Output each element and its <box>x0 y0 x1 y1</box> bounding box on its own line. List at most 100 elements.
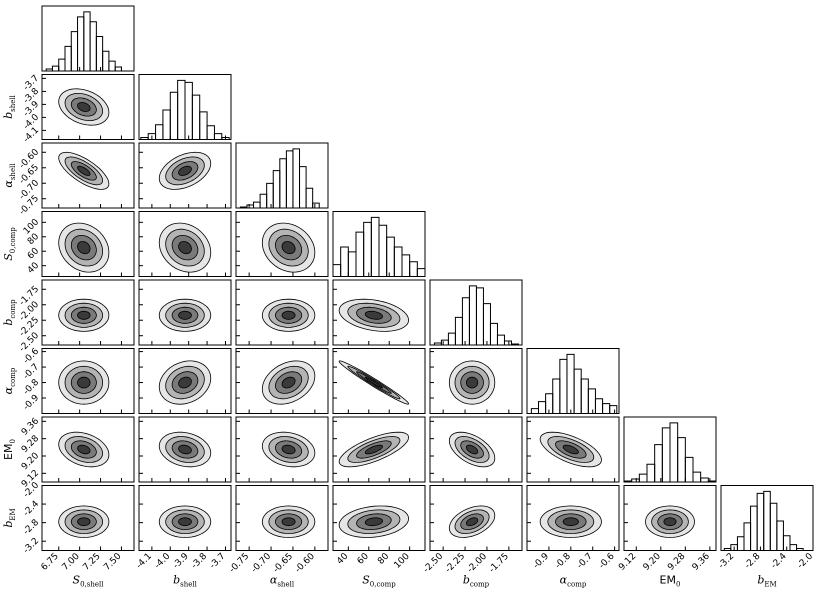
density-contour <box>364 517 384 527</box>
density-contour <box>281 376 296 389</box>
histogram-bar <box>77 16 85 71</box>
panel-frame <box>235 142 329 209</box>
density-contour <box>364 376 384 389</box>
density-contour <box>364 310 384 320</box>
x-tick-label: 40 <box>335 551 350 566</box>
axis-label: EM0 <box>2 439 17 460</box>
histogram-bar <box>468 285 477 345</box>
histogram-bar <box>58 58 66 71</box>
label-symbol: b <box>463 574 470 587</box>
density-contour <box>77 241 91 255</box>
density-contour <box>281 241 296 255</box>
histogram-bar <box>340 246 349 277</box>
histogram-bar <box>461 297 470 345</box>
histogram-bar <box>602 403 611 414</box>
histogram-bar <box>530 408 539 414</box>
label-symbol: b <box>2 319 15 326</box>
x-tick-label: 60 <box>356 551 371 566</box>
y-tick-label: 9.20 <box>20 451 41 472</box>
panel-frame <box>41 348 135 414</box>
histogram-bar <box>609 405 618 414</box>
x-tick-label: 6.75 <box>40 552 61 573</box>
x-tick-label: -4.1 <box>135 552 154 571</box>
density-contour <box>562 517 579 527</box>
label-subscript: shell <box>9 163 17 180</box>
axis-label: bcomp <box>463 574 490 589</box>
panel-frame <box>526 348 620 414</box>
y-tick-label: -2.4 <box>22 499 42 519</box>
label-subscript: shell <box>277 581 294 589</box>
label-subscript: EM <box>9 508 17 520</box>
panel-frame <box>720 485 814 551</box>
panel-frame <box>235 211 329 277</box>
x-tick-label: -0.8 <box>553 551 573 571</box>
histogram-bar <box>285 150 294 208</box>
x-tick-label: 9.28 <box>666 551 687 572</box>
density-contour <box>466 376 479 389</box>
panel-frame <box>41 211 135 277</box>
histogram-bar <box>155 124 164 140</box>
histogram-bar <box>279 158 287 208</box>
panel-frame <box>138 416 232 483</box>
y-tick-label: -3.2 <box>22 536 41 555</box>
histogram-bar <box>64 45 72 71</box>
histogram-bar <box>393 246 403 277</box>
x-tick-label: -0.6 <box>597 551 617 571</box>
y-tick-label: 9.28 <box>20 434 41 455</box>
panel-frame <box>138 211 232 277</box>
axis-label: bEM <box>757 574 776 589</box>
x-tick-label: -3.2 <box>717 552 736 571</box>
axis-label: αshell <box>2 163 17 188</box>
panel-frame <box>41 142 135 209</box>
x-tick-label: -2.50 <box>422 551 446 575</box>
histogram-bar <box>89 21 97 71</box>
label-subscript: EM <box>764 581 776 589</box>
histogram-bar <box>266 182 274 208</box>
histogram-bar <box>707 480 717 482</box>
panel-frame <box>138 485 232 551</box>
x-tick-label: -4.0 <box>153 551 173 571</box>
histogram-bar <box>489 322 498 345</box>
histogram-bar <box>654 444 663 482</box>
histogram-bar <box>756 492 765 551</box>
histogram-bar <box>95 36 104 71</box>
histogram-bar <box>191 94 201 140</box>
panel-frame <box>235 485 329 551</box>
histogram-bar <box>552 378 561 414</box>
histogram-bar <box>736 536 745 551</box>
label-symbol: α <box>560 574 568 587</box>
y-tick-label: 100 <box>22 217 41 236</box>
axis-label: bEM <box>2 508 17 527</box>
panel-frame <box>235 279 329 346</box>
density-contour <box>562 444 579 455</box>
histogram-bar <box>669 422 679 482</box>
label-subscript: comp <box>9 367 17 387</box>
histogram-bar <box>482 303 491 345</box>
histogram-bar <box>162 109 171 140</box>
x-tick-label: -2.8 <box>743 551 763 571</box>
histogram-bar <box>776 520 784 551</box>
label-symbol: α <box>2 386 15 394</box>
y-tick-label: -0.8 <box>22 377 42 397</box>
x-tick-label: 80 <box>376 551 391 566</box>
histogram-bar <box>538 401 547 414</box>
histogram-bar <box>684 456 694 482</box>
axis-label: bcomp <box>2 299 17 326</box>
x-tick-label: -0.60 <box>293 551 317 575</box>
histogram-bar <box>51 65 60 71</box>
y-tick-label: -0.9 <box>22 393 42 413</box>
x-tick-label: -2.0 <box>796 551 816 571</box>
label-symbol: b <box>2 112 15 119</box>
histogram-bar <box>312 202 320 208</box>
density-contour <box>77 165 91 176</box>
label-subscript: 0,comp <box>9 227 17 253</box>
histogram-bar <box>769 502 778 551</box>
histogram-bar <box>692 471 702 482</box>
density-contour <box>281 517 296 527</box>
histogram-bar <box>370 216 380 277</box>
histogram-bar <box>378 224 388 277</box>
density-contour <box>663 517 677 527</box>
panel-frame <box>41 5 135 72</box>
x-tick-label: 7.25 <box>81 552 102 573</box>
